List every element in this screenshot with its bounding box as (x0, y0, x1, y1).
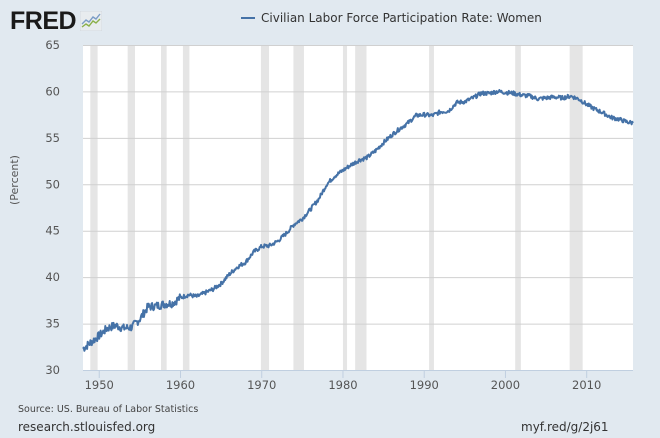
recession-band (293, 45, 304, 370)
x-axis-ticks: 1950 1960 1970 1980 1990 2000 2010 (85, 370, 601, 392)
x-tick-label: 1950 (85, 378, 114, 392)
x-tick-label: 1990 (410, 378, 439, 392)
x-tick-label: 2000 (491, 378, 520, 392)
x-tick-label: 1980 (328, 378, 357, 392)
y-tick-label: 30 (45, 363, 60, 377)
recession-band (355, 45, 367, 370)
recession-band (515, 45, 521, 370)
y-tick-label: 60 (45, 84, 60, 98)
recession-band (160, 45, 167, 370)
y-tick-label: 50 (45, 177, 60, 191)
y-axis-ticks: 65 60 55 50 45 40 35 30 (45, 38, 60, 377)
x-tick-label: 2010 (572, 378, 601, 392)
y-tick-label: 55 (45, 131, 60, 145)
x-tick-label: 1970 (247, 378, 276, 392)
y-tick-label: 65 (45, 38, 60, 52)
recession-bands (90, 45, 583, 370)
recession-band (569, 45, 583, 370)
chart-line-icon (80, 11, 103, 31)
recession-band (90, 45, 98, 370)
x-tick-label: 1960 (166, 378, 195, 392)
legend-swatch (241, 17, 255, 19)
y-tick-label: 35 (45, 317, 60, 331)
chart-legend: Civilian Labor Force Participation Rate:… (241, 11, 542, 25)
recession-band (260, 45, 270, 370)
source-note: Source: US. Bureau of Labor Statistics (18, 404, 199, 415)
fred-logo[interactable]: FRED (10, 7, 103, 35)
y-tick-label: 45 (45, 224, 60, 238)
y-tick-label: 40 (45, 270, 60, 284)
recession-band (429, 45, 434, 370)
site-link[interactable]: research.stlouisfed.org (18, 420, 156, 434)
recession-band (127, 45, 135, 370)
recession-band (182, 45, 190, 370)
series-line-women-lfpr[interactable] (82, 89, 634, 352)
short-url-link[interactable]: myf.red/g/2j61 (521, 420, 609, 434)
recession-band (342, 45, 348, 370)
legend-label: Civilian Labor Force Participation Rate:… (261, 11, 542, 25)
logo-text: FRED (10, 7, 77, 35)
